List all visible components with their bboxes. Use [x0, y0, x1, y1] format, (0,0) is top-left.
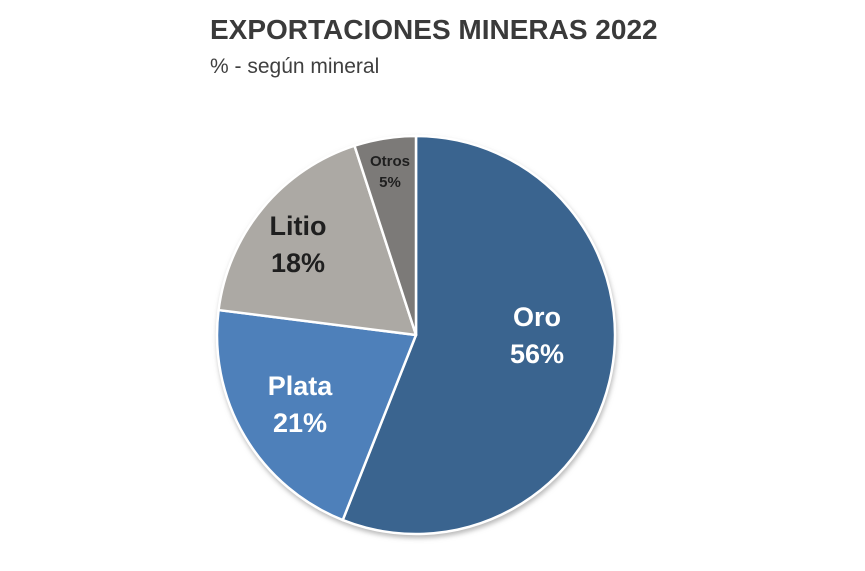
pie-slice-oro: [341, 134, 617, 536]
pie-slice-otros: [353, 134, 418, 337]
pie-slice-plata: [215, 308, 418, 522]
pie-chart-svg: [215, 134, 617, 536]
chart-title: EXPORTACIONES MINERAS 2022: [210, 14, 658, 45]
pie-slice-litio: [217, 144, 418, 337]
chart-subtitle: % - según mineral: [210, 55, 380, 78]
